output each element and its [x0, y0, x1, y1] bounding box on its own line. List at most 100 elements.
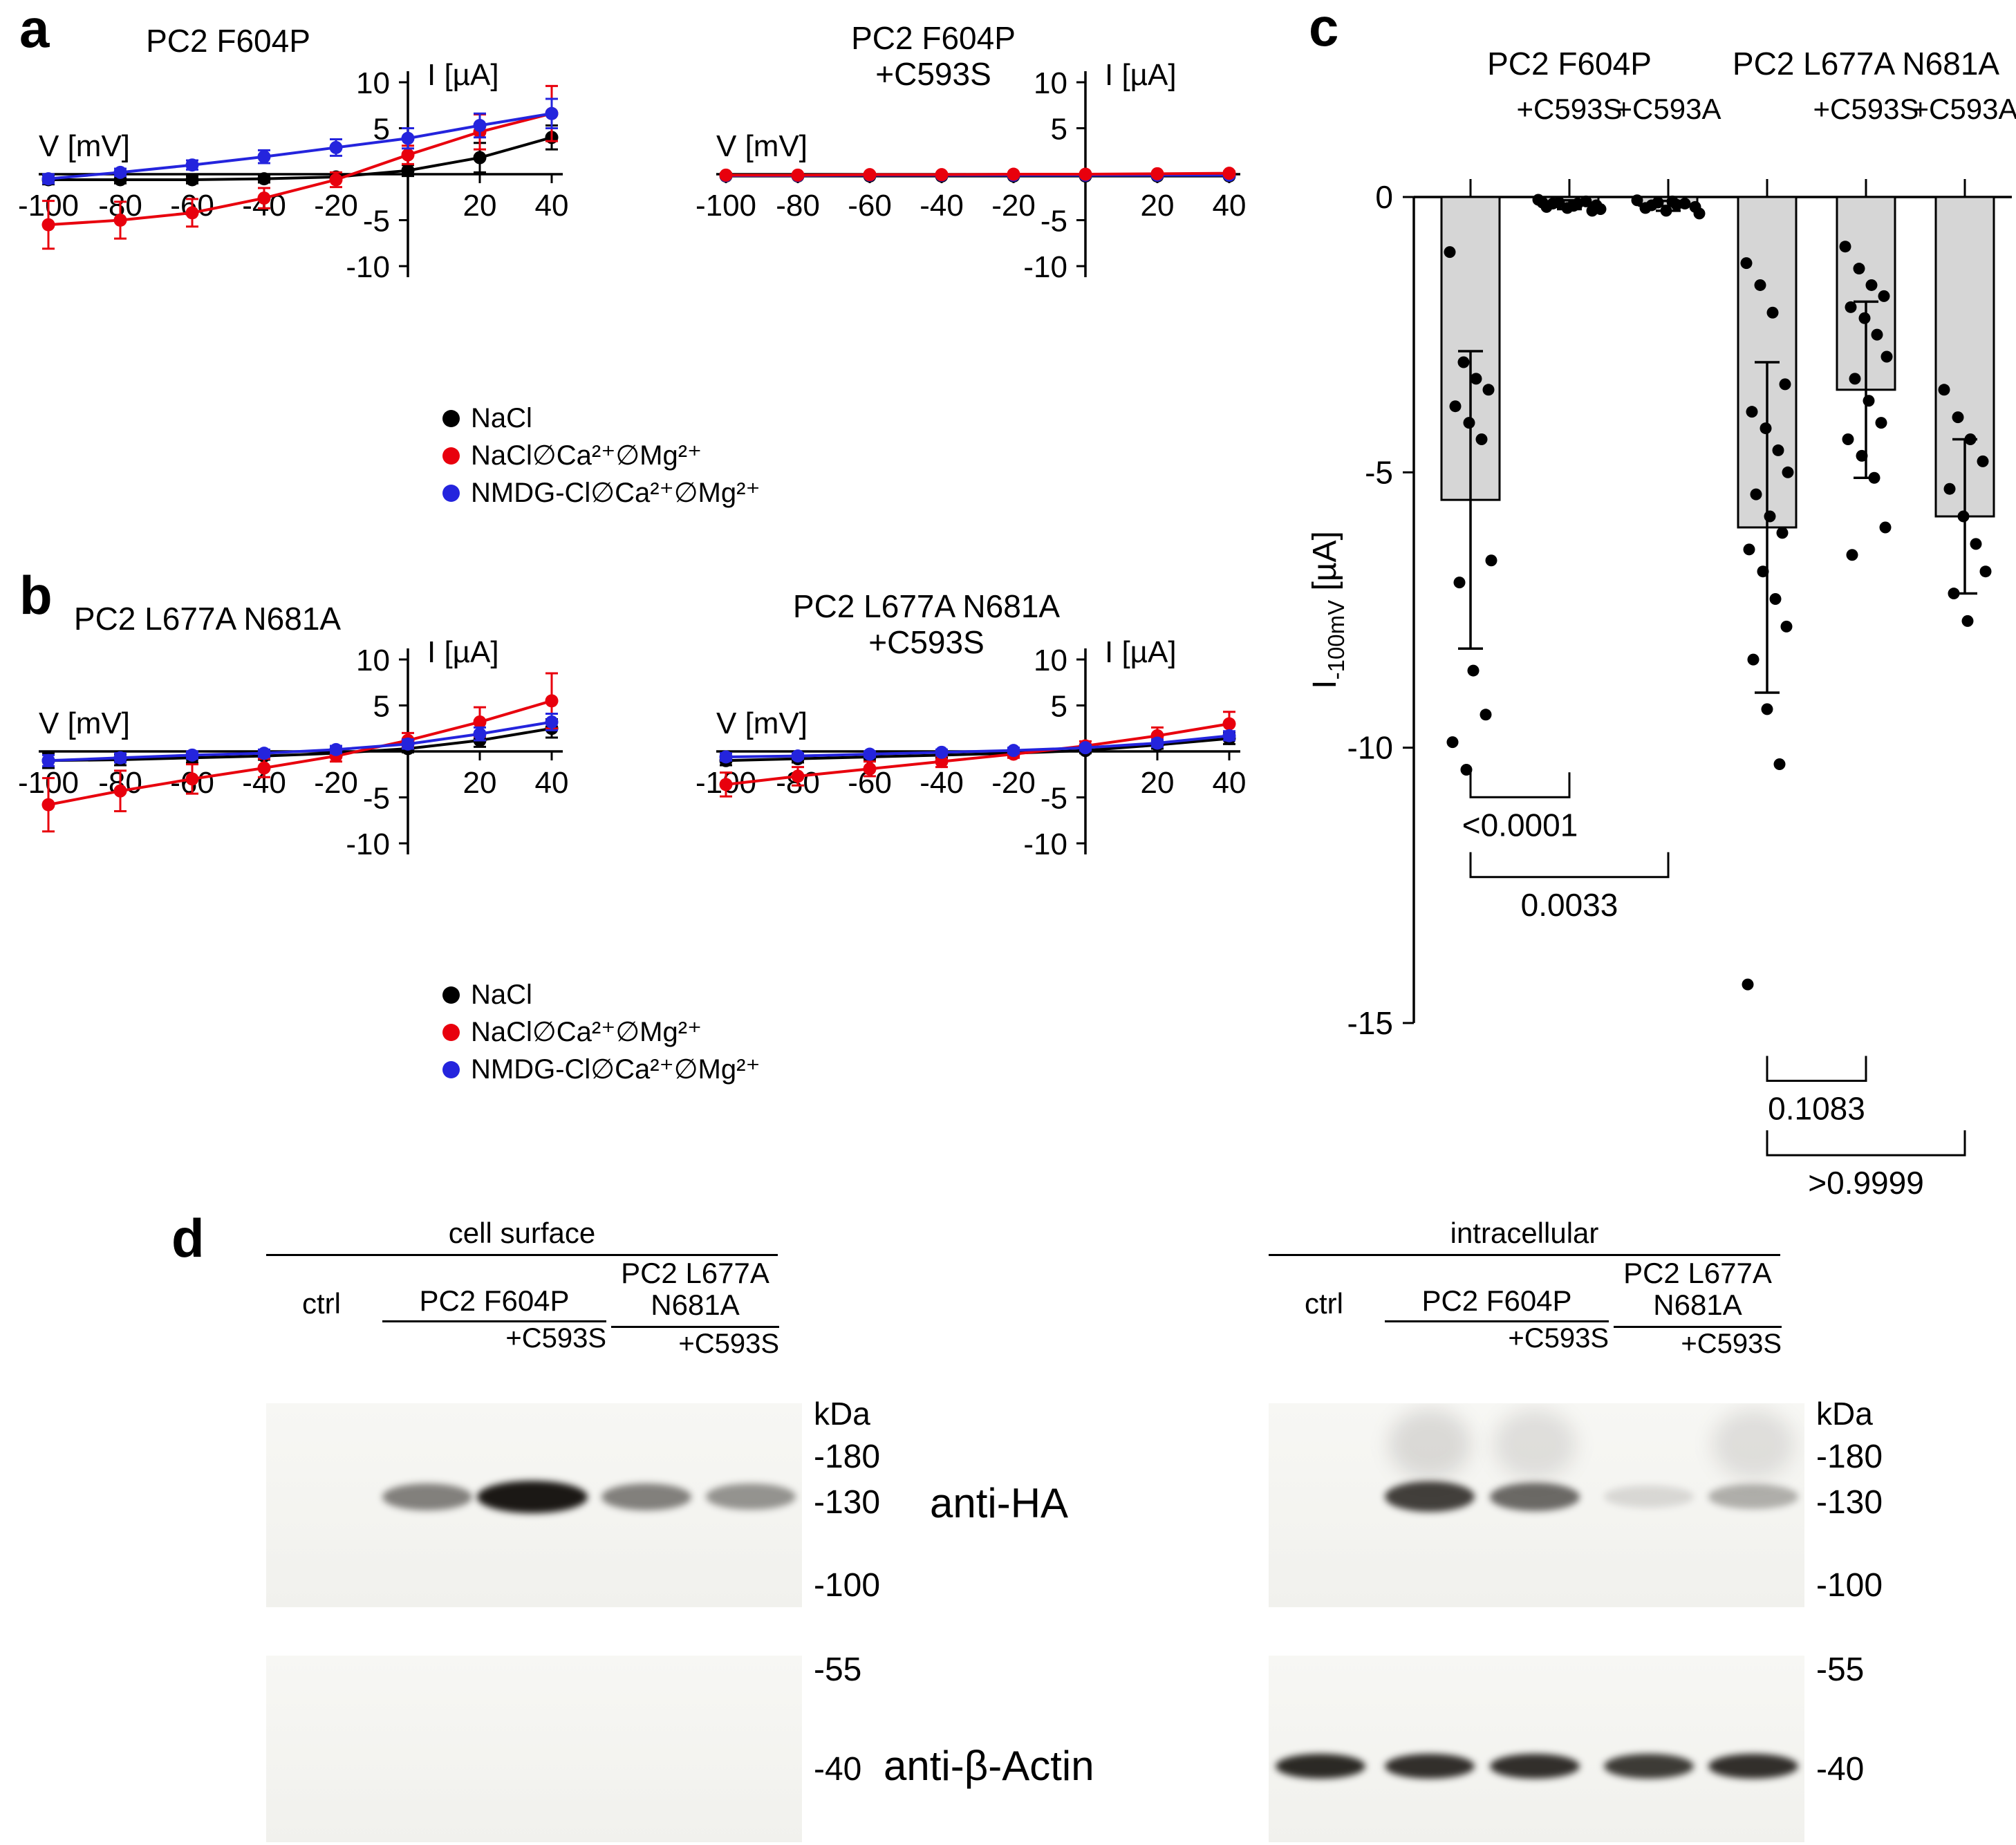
- group-underline: [611, 1326, 779, 1328]
- chart-subtitle-a-right: +C593S: [875, 56, 991, 92]
- data-point: [1150, 167, 1164, 180]
- scatter-point: [1863, 395, 1875, 407]
- sub-label: +C593S: [1813, 93, 1919, 125]
- data-point: [863, 168, 877, 182]
- western-blot-anti-actin: [1269, 1656, 1804, 1842]
- data-point: [401, 164, 415, 178]
- scatter-point: [1485, 554, 1497, 567]
- group-title-f604p: PC2 F604P: [1487, 46, 1652, 82]
- blot-band: [1708, 1754, 1799, 1779]
- scatter-point: [1470, 373, 1482, 385]
- legend-marker-nacl: [442, 409, 460, 427]
- antibody-label-anti-actin: anti-β-Actin: [884, 1743, 1094, 1789]
- group-title-l677a-n681a: PC2 L677A N681A: [1733, 46, 1999, 82]
- panel-label-a: a: [19, 0, 50, 59]
- data-point: [863, 747, 877, 761]
- blot-band: [1494, 1409, 1576, 1479]
- scatter-point: [1580, 195, 1592, 207]
- x-tick-label: 20: [1141, 766, 1175, 800]
- chart-subtitle-b-right: +C593S: [868, 624, 984, 660]
- y-axis-title: I [µA]: [1105, 58, 1177, 92]
- legend-marker-nmdg: [442, 484, 460, 502]
- legend-label: NaCl∅Ca²⁺∅Mg²⁺: [471, 440, 702, 471]
- data-point: [1150, 736, 1164, 750]
- scatter-point: [1746, 406, 1758, 418]
- lane-label-ctrl: ctrl: [302, 1287, 341, 1320]
- chart-title-b-right: PC2 L677A N681A: [792, 588, 1061, 624]
- scatter-point: [1586, 205, 1598, 217]
- data-point: [41, 753, 55, 767]
- y-tick-label: 10: [356, 66, 390, 100]
- blot-band: [1490, 1754, 1580, 1779]
- blot-header: cell surface: [448, 1217, 596, 1249]
- y-axis-title-unit: [µA]: [1307, 531, 1343, 600]
- scatter-point: [1772, 444, 1784, 456]
- scatter-point: [1750, 488, 1762, 500]
- p-value: <0.0001: [1462, 807, 1578, 843]
- data-point: [935, 755, 949, 769]
- data-point: [719, 168, 733, 182]
- scatter-point: [1961, 615, 1974, 627]
- group-sub-c593s: +C593S: [678, 1329, 779, 1359]
- marker-55: -55: [814, 1651, 862, 1688]
- data-point: [257, 761, 271, 775]
- data-point: [113, 165, 127, 179]
- data-point: [185, 206, 199, 220]
- scatter-point: [1760, 422, 1772, 435]
- panel-label-b: b: [19, 565, 53, 626]
- legend-item: NaCl∅Ca²⁺∅Mg²⁺: [442, 437, 760, 474]
- p-value: 0.1083: [1768, 1091, 1865, 1127]
- x-tick-label: -20: [314, 766, 358, 800]
- p-value: >0.9999: [1808, 1165, 1924, 1201]
- scatter-point: [1444, 246, 1456, 259]
- legend-b: NaCl NaCl∅Ca²⁺∅Mg²⁺ NMDG-Cl∅Ca²⁺∅Mg²⁺: [442, 976, 760, 1088]
- data-point: [329, 742, 343, 756]
- western-blot-anti-actin: [266, 1656, 802, 1842]
- scatter-point: [1446, 736, 1459, 749]
- x-axis-title: V [mV]: [716, 129, 808, 163]
- y-tick-label: -5: [363, 205, 390, 238]
- scatter-point: [1878, 290, 1890, 302]
- scatter-point: [1970, 538, 1982, 550]
- data-point: [257, 747, 271, 760]
- scatter-point: [1782, 466, 1794, 478]
- scatter-point: [1467, 664, 1480, 677]
- data-point: [113, 784, 127, 798]
- y-axis-title: I-100mV [µA]: [1307, 531, 1349, 689]
- x-tick-label: 40: [1213, 189, 1247, 223]
- data-point: [791, 749, 805, 763]
- data-point: [1007, 744, 1020, 758]
- scatter-point: [1879, 521, 1892, 534]
- scatter-point: [1547, 198, 1559, 210]
- scatter-point: [1764, 510, 1776, 523]
- scatter-point: [1977, 455, 1989, 467]
- legend-item: NaCl: [442, 976, 760, 1013]
- data-point: [545, 694, 559, 708]
- x-tick-label: -20: [991, 766, 1036, 800]
- data-point: [113, 751, 127, 765]
- blot-band: [1604, 1486, 1695, 1508]
- data-point: [329, 173, 343, 187]
- x-tick-label: -40: [920, 189, 964, 223]
- x-tick-label: 40: [535, 189, 569, 223]
- data-point: [473, 715, 487, 729]
- data-point: [1222, 717, 1236, 731]
- x-axis-title: V [mV]: [716, 706, 808, 740]
- data-point: [935, 168, 949, 182]
- series-line: [48, 727, 552, 762]
- blot-band: [477, 1480, 588, 1513]
- scatter-point: [1865, 279, 1878, 291]
- data-point: [1222, 729, 1236, 742]
- data-point: [1079, 167, 1092, 181]
- x-tick-label: -20: [314, 189, 358, 223]
- data-point: [791, 168, 805, 182]
- scatter-point: [1482, 384, 1495, 396]
- x-axis-title: V [mV]: [39, 706, 130, 740]
- x-tick-label: 40: [535, 766, 569, 800]
- y-tick-label: -10: [346, 827, 390, 861]
- blot-band: [1388, 1409, 1471, 1479]
- y-axis-title-sub: -100mV: [1323, 600, 1349, 680]
- scatter-point: [1780, 620, 1793, 633]
- series-line: [48, 112, 552, 227]
